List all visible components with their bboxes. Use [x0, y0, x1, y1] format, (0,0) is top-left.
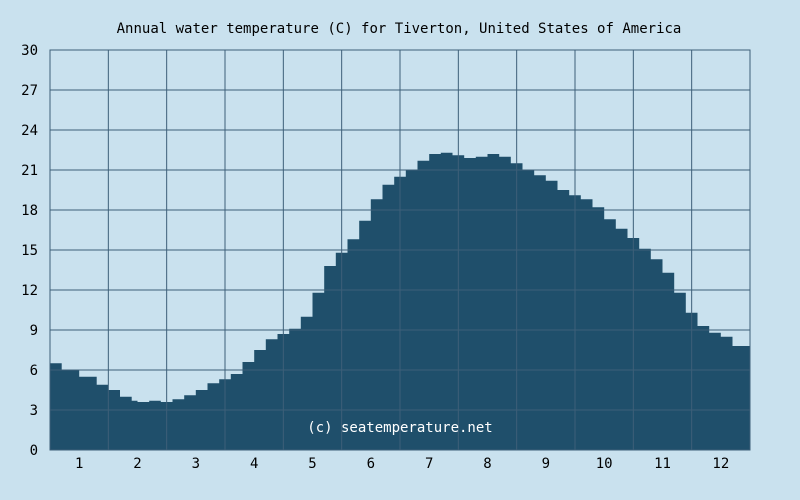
- grid-layer: [49, 49, 751, 451]
- x-tick-label: 6: [367, 456, 375, 472]
- y-tick-label: 15: [21, 243, 38, 259]
- y-tick-label: 27: [21, 83, 38, 99]
- x-axis-ticks: 1 2 3 4 5 6 7 8 9 10 11 12: [75, 456, 729, 472]
- y-tick-label: 24: [21, 123, 38, 139]
- y-tick-label: 18: [21, 203, 38, 219]
- x-tick-label: 1: [75, 456, 83, 472]
- x-tick-label: 3: [192, 456, 200, 472]
- watermark: (c) seatemperature.net: [307, 420, 492, 436]
- y-tick-label: 0: [30, 443, 38, 459]
- x-tick-label: 12: [712, 456, 729, 472]
- plot-border: [49, 49, 751, 451]
- y-tick-label: 3: [30, 403, 38, 419]
- x-tick-label: 10: [596, 456, 613, 472]
- x-tick-label: 8: [483, 456, 491, 472]
- y-tick-label: 9: [30, 323, 38, 339]
- x-tick-label: 9: [542, 456, 550, 472]
- y-axis-ticks: 0 3 6 9 12 15 18 21 24 27 30: [21, 43, 38, 459]
- x-tick-label: 2: [133, 456, 141, 472]
- y-tick-label: 12: [21, 283, 38, 299]
- x-tick-label: 11: [654, 456, 671, 472]
- y-tick-label: 30: [21, 43, 38, 59]
- y-tick-label: 6: [30, 363, 38, 379]
- chart-title: Annual water temperature (C) for Tiverto…: [117, 21, 682, 37]
- x-tick-label: 4: [250, 456, 258, 472]
- x-tick-label: 5: [308, 456, 316, 472]
- x-tick-label: 7: [425, 456, 433, 472]
- y-tick-label: 21: [21, 163, 38, 179]
